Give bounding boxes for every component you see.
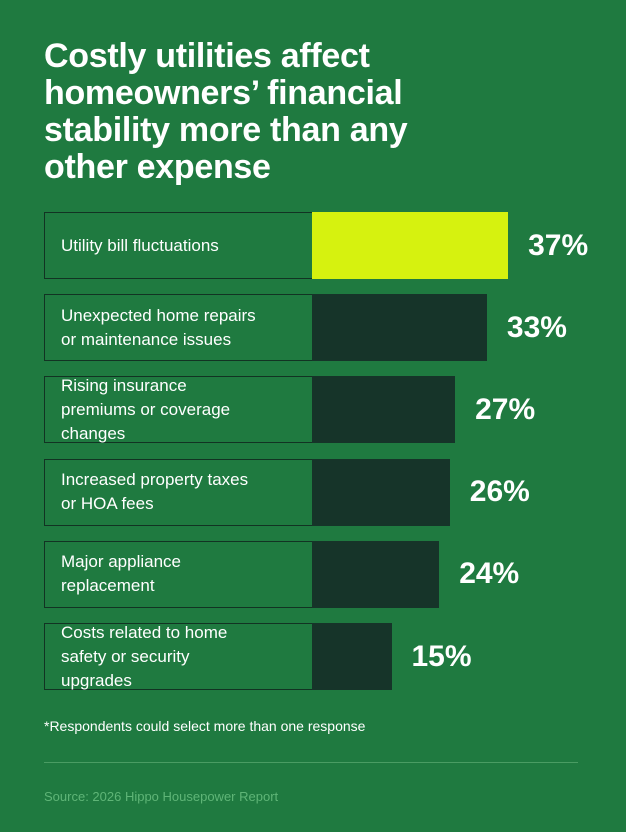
divider bbox=[44, 762, 578, 763]
source: Source: 2026 Hippo Housepower Report bbox=[44, 789, 279, 804]
category-box: Costs related to home safety or security… bbox=[44, 623, 314, 690]
bar bbox=[312, 376, 456, 444]
category-box: Rising insurance premiums or coverage ch… bbox=[44, 375, 314, 444]
value-label: 37% bbox=[528, 228, 589, 262]
category-label: Increased property taxes or HOA fees bbox=[61, 470, 249, 514]
bar bbox=[312, 623, 392, 690]
value-label: 24% bbox=[459, 557, 520, 591]
category-box: Unexpected home repairs or maintenance i… bbox=[44, 294, 314, 362]
bar bbox=[312, 212, 509, 279]
chart-title: Costly utilities affect homeowners’ fina… bbox=[44, 37, 408, 186]
category-label: Utility bill fluctuations bbox=[61, 235, 219, 255]
category-box: Utility bill fluctuations bbox=[44, 212, 314, 279]
category-label: Unexpected home repairs or maintenance i… bbox=[61, 305, 256, 349]
category-label: Costs related to home safety or security… bbox=[61, 622, 228, 690]
category-box: Major appliance replacement bbox=[44, 540, 314, 608]
footnote: *Respondents could select more than one … bbox=[44, 718, 366, 734]
value-label: 33% bbox=[506, 310, 567, 344]
bar bbox=[312, 540, 440, 608]
bar bbox=[312, 294, 487, 362]
category-label: Major appliance replacement bbox=[61, 552, 182, 596]
value-label: 27% bbox=[475, 392, 536, 426]
category-box: Increased property taxes or HOA fees bbox=[44, 458, 314, 526]
category-label: Rising insurance premiums or coverage ch… bbox=[61, 375, 231, 443]
value-label: 26% bbox=[469, 475, 530, 509]
value-label: 15% bbox=[411, 639, 472, 673]
bar bbox=[312, 458, 450, 526]
